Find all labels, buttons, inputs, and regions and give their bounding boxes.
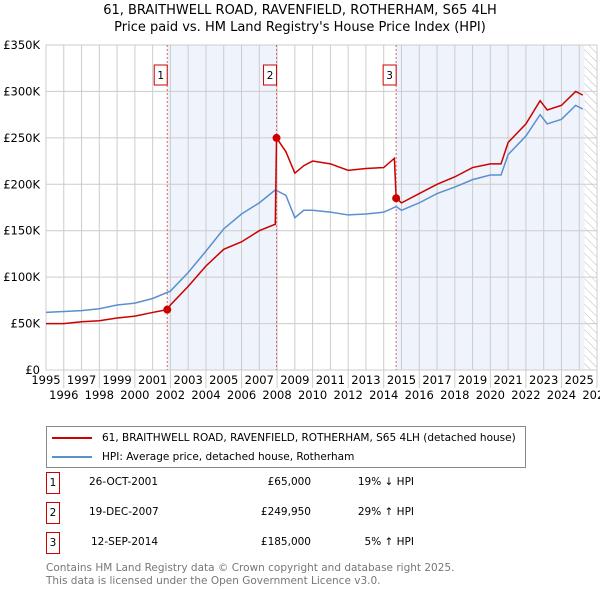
x-tick-label: 2013 [351, 373, 380, 387]
price-chart: 1995199619971998199920002001200220032004… [3, 38, 600, 402]
legend-swatch [52, 456, 92, 458]
sale-hpi: 19% ↓ HPI [357, 476, 414, 488]
x-tick-label: 2011 [316, 373, 345, 387]
sale-price: £185,000 [260, 536, 311, 548]
x-tick-label: 1995 [31, 373, 60, 387]
sale-badge: 2 [46, 502, 60, 524]
x-tick-label: 2005 [209, 373, 238, 387]
sale-date: 19-DEC-2007 [89, 506, 159, 518]
sale-badge: 3 [46, 532, 60, 554]
x-tick-label: 2021 [493, 373, 522, 387]
x-tick-label: 1997 [67, 373, 96, 387]
legend: 61, BRAITHWELL ROAD, RAVENFIELD, ROTHERH… [46, 426, 526, 468]
sale-hpi: 29% ↑ HPI [357, 506, 414, 518]
x-tick-label: 2012 [334, 388, 363, 402]
x-tick-label: 2001 [138, 373, 167, 387]
x-tick-label: 2019 [458, 373, 487, 387]
x-tick-label: 2018 [440, 388, 469, 402]
shaded-range [167, 45, 277, 370]
y-tick-label: £150K [3, 224, 40, 238]
sale-point [392, 194, 401, 203]
x-tick-label: 2025 [565, 373, 594, 387]
x-tick-label: 2023 [529, 373, 558, 387]
x-tick-label: 2016 [405, 388, 434, 402]
x-tick-label: 1996 [49, 388, 78, 402]
sale-price: £65,000 [267, 476, 311, 488]
chart-subtitle: Price paid vs. HM Land Registry's House … [114, 20, 486, 35]
x-tick-label: 2003 [174, 373, 203, 387]
legend-label: 61, BRAITHWELL ROAD, RAVENFIELD, ROTHERH… [102, 432, 516, 444]
footer-licence: This data is licensed under the Open Gov… [46, 575, 381, 587]
x-tick-label: 2006 [227, 388, 256, 402]
legend-label: HPI: Average price, detached house, Roth… [102, 451, 355, 463]
x-tick-label: 2020 [476, 388, 505, 402]
footer: Contains HM Land Registry data © Crown c… [46, 562, 454, 588]
legend-swatch [52, 437, 92, 439]
x-tick-label: 2002 [156, 388, 185, 402]
x-tick-label: 2022 [511, 388, 540, 402]
x-tick-label: 2004 [191, 388, 220, 402]
x-tick-label: 2014 [369, 388, 398, 402]
sale-badge: 1 [46, 472, 60, 494]
x-tick-label: 1999 [102, 373, 131, 387]
y-tick-label: £50K [11, 317, 41, 331]
sale-hpi: 5% ↑ HPI [364, 536, 414, 548]
sale-date: 12-SEP-2014 [91, 536, 159, 548]
sale-row: 1 26-OCT-2001 £65,000 19% ↓ HPI [46, 472, 446, 494]
y-tick-label: £350K [3, 38, 40, 52]
y-tick-label: £250K [3, 131, 40, 145]
y-tick-label: £200K [3, 177, 40, 191]
sale-date: 26-OCT-2001 [89, 476, 158, 488]
sale-point [163, 305, 172, 314]
x-tick-label: 2008 [262, 388, 291, 402]
footer-copyright: Contains HM Land Registry data © Crown c… [46, 562, 455, 574]
sale-marker-label: 2 [267, 70, 274, 82]
y-tick-label: £100K [3, 270, 40, 284]
legend-item-property: 61, BRAITHWELL ROAD, RAVENFIELD, ROTHERH… [52, 430, 516, 446]
x-tick-label: 2015 [387, 373, 416, 387]
plot-frame [45, 44, 598, 371]
price-line [46, 90, 584, 325]
sale-row: 3 12-SEP-2014 £185,000 5% ↑ HPI [46, 532, 446, 554]
sale-marker-box [153, 64, 168, 86]
hpi-line [45, 104, 584, 314]
sale-point [272, 133, 281, 142]
x-tick-label: 2024 [547, 388, 576, 402]
sale-row: 2 19-DEC-2007 £249,950 29% ↑ HPI [46, 502, 446, 524]
x-tick-label: 2007 [245, 373, 274, 387]
legend-item-hpi: HPI: Average price, detached house, Roth… [52, 449, 354, 465]
forecast-hatch [584, 45, 597, 370]
x-tick-label: 2010 [298, 388, 327, 402]
sale-marker-label: 3 [386, 70, 393, 82]
x-tick-label: 2009 [280, 373, 309, 387]
sale-marker-box [263, 64, 278, 86]
x-tick-label: 2026 [582, 388, 600, 402]
sale-marker-label: 1 [157, 70, 164, 82]
chart-title: 61, BRAITHWELL ROAD, RAVENFIELD, ROTHERH… [103, 3, 497, 18]
sale-marker-box [382, 64, 397, 86]
sale-price: £249,950 [260, 506, 311, 518]
x-tick-label: 2017 [422, 373, 451, 387]
x-tick-label: 2000 [120, 388, 149, 402]
y-tick-label: £0 [25, 363, 40, 377]
y-tick-label: £300K [3, 84, 40, 98]
x-tick-label: 1998 [85, 388, 114, 402]
